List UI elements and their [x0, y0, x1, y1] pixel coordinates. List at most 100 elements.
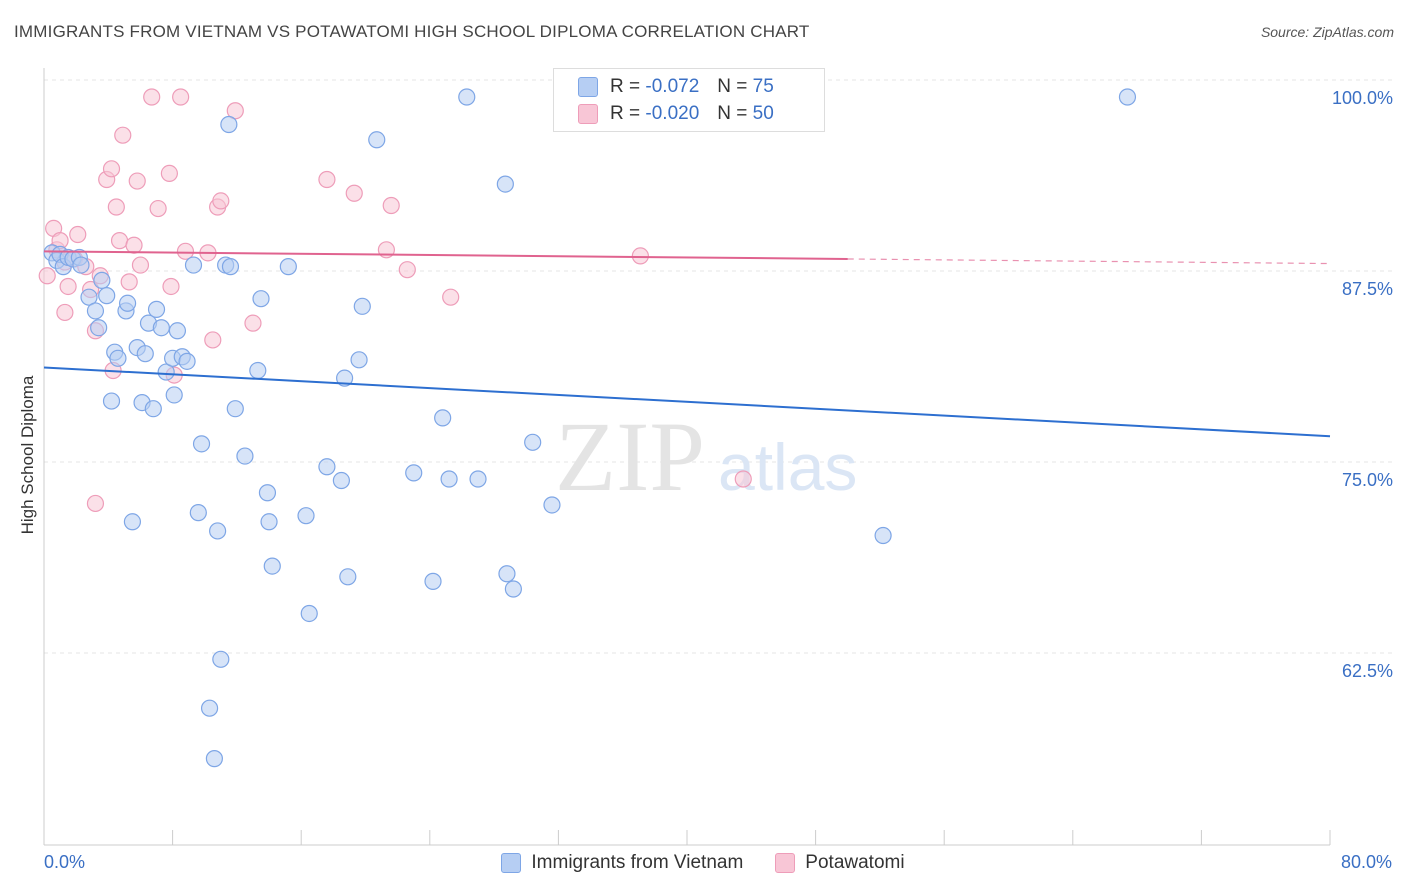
potawatomi-point [226, 102, 244, 120]
chart-title: IMMIGRANTS FROM VIETNAM VS POTAWATOMI HI… [14, 22, 810, 41]
vietnam-point [300, 604, 318, 623]
potawatomi-point [143, 88, 161, 106]
vietnam-point [252, 290, 270, 308]
potawatomi-point [631, 247, 649, 265]
potawatomi-point [382, 196, 400, 215]
vietnam-point [279, 258, 297, 276]
potawatomi-point [56, 303, 74, 322]
legend-swatch-vietnam [501, 853, 522, 873]
vietnam-point [236, 447, 254, 465]
potawatomi-point [162, 277, 180, 296]
y-axis-label: High School Diploma [18, 375, 37, 535]
vietnam-point [424, 572, 442, 590]
vietnam-point [93, 271, 111, 289]
vietnam-point [209, 522, 227, 540]
vietnam-point [1118, 88, 1137, 106]
vietnam-point [405, 464, 423, 482]
vietnam-point [504, 580, 522, 598]
potawatomi-point [125, 236, 143, 254]
vietnam-point [109, 349, 127, 367]
legend: Immigrants from Vietnam Potawatomi [0, 852, 1406, 874]
vietnam-point [98, 287, 116, 305]
vietnam-point [458, 88, 476, 106]
potawatomi-point [149, 199, 167, 218]
trend-lines [43, 250, 1331, 438]
y-tick-label: 87.5% [1342, 279, 1393, 299]
vietnam-point [258, 484, 277, 502]
vietnam-point [336, 369, 354, 387]
vietnam-point [339, 568, 357, 586]
potawatomi-point [120, 273, 138, 291]
vietnam-point [212, 650, 230, 668]
vietnam-swatch [578, 77, 598, 97]
potawatomi-trend-extension [847, 258, 1331, 265]
vietnam-point [297, 507, 315, 525]
vietnam-point [178, 352, 196, 370]
potawatomi-point [102, 160, 121, 178]
vietnam-point [72, 256, 90, 274]
vietnam-point [469, 470, 487, 488]
potawatomi-point [86, 494, 105, 513]
vietnam-point [220, 115, 238, 134]
vietnam-point [147, 300, 166, 318]
watermark: ZIP atlas [555, 401, 857, 512]
legend-swatch-potawatomi [775, 853, 796, 873]
vietnam-point [496, 175, 514, 193]
x-tick-label-min: 0.0% [44, 852, 86, 872]
vietnam-point [874, 526, 892, 545]
vietnam-point [123, 513, 142, 531]
vietnam-point [524, 433, 542, 451]
potawatomi-point [114, 126, 132, 144]
vietnam-point [543, 496, 561, 514]
vietnam-point [192, 435, 211, 453]
vietnam-point [332, 471, 350, 490]
legend-label-vietnam: Immigrants from Vietnam [531, 852, 744, 873]
vietnam-point [144, 400, 162, 418]
watermark-atlas: atlas [718, 430, 857, 504]
legend-item-potawatomi[interactable]: Potawatomi [775, 852, 905, 874]
vietnam-point [200, 699, 219, 717]
n-label: N = [717, 76, 748, 97]
vietnam-point [221, 258, 240, 276]
vietnam-point [318, 458, 336, 476]
y-tick-label: 75.0% [1342, 470, 1393, 490]
gridlines [44, 79, 1392, 654]
r-label: R = [610, 103, 641, 124]
stats-box: R = -0.072 N = 75 R = -0.020 N = 50 [553, 68, 825, 132]
y-tick-labels: 100.0% 87.5% 75.0% 62.5% [1332, 88, 1393, 681]
vietnam-trend-line [43, 366, 1331, 438]
vietnam-point [260, 513, 278, 531]
x-tick-label-max: 80.0% [1340, 852, 1392, 872]
potawatomi-point [131, 256, 150, 274]
vietnam-point [498, 565, 516, 583]
potawatomi-point [345, 184, 363, 202]
watermark-zip: ZIP [555, 401, 705, 512]
r-label: R = [610, 76, 641, 97]
vietnam-point [434, 409, 452, 427]
vietnam-point [350, 351, 368, 369]
potawatomi-point [160, 164, 178, 182]
vietnam-point [263, 557, 281, 575]
potawatomi-point [244, 314, 262, 332]
vietnam-point [80, 288, 98, 306]
vietnam-point [353, 297, 371, 315]
potawatomi-point [38, 267, 56, 285]
potawatomi-n-value: 50 [752, 103, 774, 124]
potawatomi-point [172, 88, 190, 106]
potawatomi-point [204, 331, 222, 349]
vietnam-point [157, 363, 175, 381]
vietnam-point [440, 470, 458, 488]
vietnam-point [136, 345, 154, 363]
y-tick-label: 62.5% [1342, 661, 1393, 681]
source-label: Source: ZipAtlas.com [1260, 24, 1394, 40]
axes [43, 68, 1331, 846]
vietnam-point [168, 322, 187, 340]
vietnam-point [226, 400, 244, 418]
n-label: N = [717, 103, 748, 124]
potawatomi-point [442, 288, 460, 306]
vietnam-point [189, 504, 207, 522]
potawatomi-point [59, 277, 77, 296]
legend-item-vietnam[interactable]: Immigrants from Vietnam [501, 852, 743, 874]
potawatomi-point [110, 232, 129, 250]
